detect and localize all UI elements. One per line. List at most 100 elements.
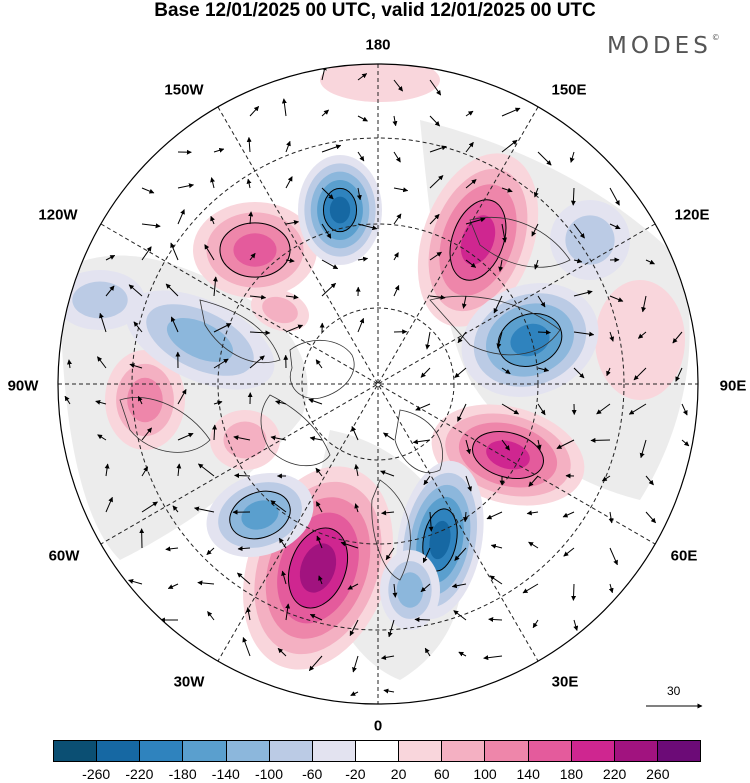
wind-vector [128, 284, 143, 297]
map-fields [58, 64, 698, 704]
wind-vector [354, 464, 360, 477]
wind-vector [501, 107, 521, 117]
wind-vector [681, 403, 688, 416]
colorbar-bin [399, 741, 443, 761]
colorbar-bin [442, 741, 486, 761]
wind-vector [242, 637, 251, 657]
anomaly-field [58, 64, 685, 670]
wind-vector [321, 144, 342, 153]
wind-vector [609, 295, 624, 302]
wind-vector [194, 506, 215, 513]
wind-vector [315, 467, 323, 477]
wind-vector [563, 547, 575, 557]
wind-vector [528, 541, 539, 549]
anomaly-contour [262, 296, 298, 324]
wind-vector [392, 583, 398, 598]
lon-label-120w: 120W [38, 206, 78, 224]
wind-vector [608, 583, 614, 594]
wind-vector [569, 151, 575, 163]
wind-vector [528, 475, 539, 487]
wind-vector [105, 285, 115, 297]
wind-vector [285, 258, 295, 264]
wind-vector [383, 688, 395, 694]
wind-vector [672, 331, 683, 344]
colorbar-bin [657, 741, 701, 761]
colorbar-tick-label: -20 [345, 766, 366, 782]
wind-vector [105, 254, 116, 261]
lon-label-30w: 30W [173, 673, 205, 691]
wind-vector [608, 511, 614, 524]
wind-vector [248, 211, 254, 225]
wind-vector [237, 572, 251, 585]
anomaly-contour [329, 196, 351, 224]
anomaly-contour [299, 543, 337, 593]
colorbar-bin [226, 741, 270, 761]
wind-vector [537, 367, 550, 373]
wind-vector [213, 400, 223, 406]
wind-vector [99, 312, 107, 333]
wind-vector [601, 475, 611, 482]
wind-vector [177, 209, 185, 225]
wind-vector [321, 223, 332, 239]
wind-vector [429, 294, 446, 300]
wind-vector [357, 256, 369, 262]
wind-vector [210, 215, 215, 225]
wind-vector [501, 403, 520, 415]
colorbar-bin [97, 741, 141, 761]
wind-vector [128, 579, 143, 585]
wind-vector [501, 367, 511, 375]
wind-vector [357, 73, 368, 81]
wind-vector [285, 603, 291, 621]
wind-vector [609, 331, 615, 342]
wind-vector [212, 276, 218, 297]
wind-vector [277, 648, 287, 657]
wind-vector [486, 511, 503, 520]
wind-vector [645, 475, 654, 486]
wind-vector [457, 403, 467, 422]
wind-vector [457, 331, 467, 344]
lon-label-150e: 150E [551, 81, 587, 99]
wind-vector [350, 691, 359, 696]
wind-vector [429, 214, 440, 225]
wind-vector [428, 511, 434, 532]
wind-vectors [64, 65, 690, 696]
lon-label-30e: 30E [551, 673, 579, 691]
wind-vector [207, 611, 215, 621]
wind-vector [573, 367, 585, 379]
map-title: Base 12/01/2025 00 UTC, valid 12/01/2025… [154, 0, 596, 21]
wind-vector [465, 110, 474, 117]
wind-vector [197, 580, 215, 586]
wind-vector [534, 259, 539, 270]
wind-vector [349, 619, 359, 637]
wind-vector [206, 547, 215, 555]
wind-vector [380, 470, 395, 477]
anomaly-contour [233, 233, 277, 267]
wind-vector [104, 463, 110, 477]
wind-vector [429, 175, 444, 189]
wind-vector [537, 295, 546, 308]
wind-vector [357, 115, 368, 122]
colorbar-tick-label: 220 [602, 766, 627, 782]
wind-vector [64, 395, 71, 405]
colorbar [53, 740, 701, 762]
wind-vector [278, 537, 287, 549]
wind-vector [357, 317, 365, 333]
wind-vector [285, 220, 299, 225]
wind-vector [281, 570, 287, 585]
wind-vector [172, 505, 179, 513]
wind-vector [385, 547, 395, 561]
anomaly-contour [127, 377, 163, 423]
wind-vector [356, 187, 362, 201]
wind-vector [628, 403, 647, 415]
wind-vector [129, 363, 143, 369]
colorbar-tick-label: -220 [125, 766, 154, 782]
anomaly-contour [565, 215, 615, 265]
wind-vector [453, 610, 467, 621]
wind-vector [639, 439, 647, 459]
wind-vector [488, 616, 503, 622]
colorbar-bin [614, 741, 658, 761]
anomaly-contour [223, 421, 267, 459]
wind-vector [285, 140, 291, 153]
wind-vector [249, 252, 256, 261]
wind-vector [522, 583, 539, 594]
